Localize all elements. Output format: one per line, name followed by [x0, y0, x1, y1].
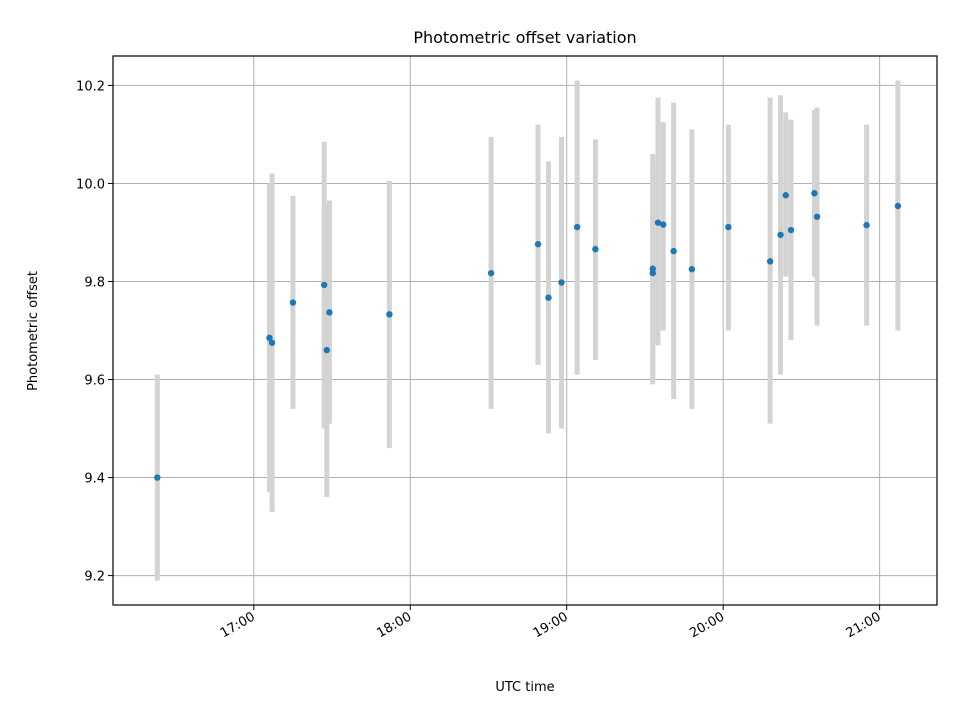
- data-point: [386, 311, 393, 318]
- data-point: [266, 334, 273, 342]
- data-point: [660, 221, 667, 228]
- chart-title: Photometric offset variation: [413, 28, 636, 47]
- data-point: [592, 245, 599, 253]
- y-tick-label: 9.4: [84, 472, 105, 487]
- data-point: [534, 241, 542, 248]
- data-point: [688, 266, 696, 273]
- data-point: [725, 223, 732, 231]
- grid: [113, 56, 937, 605]
- data-point: [321, 281, 328, 289]
- data-point: [649, 269, 656, 277]
- y-tick-label: 9.2: [84, 570, 105, 585]
- data-point: [787, 226, 795, 234]
- data-point: [649, 265, 656, 272]
- y-axis-label: Photometric offset: [26, 271, 41, 391]
- y-tick-label: 10.2: [76, 79, 105, 94]
- data-point: [573, 223, 581, 231]
- data-point: [154, 474, 161, 481]
- data-point: [782, 192, 789, 199]
- data-point: [289, 299, 297, 306]
- data-point: [654, 219, 662, 226]
- y-tick-label: 10.0: [76, 177, 105, 192]
- plot-area: [113, 56, 937, 605]
- data-point: [894, 202, 902, 210]
- data-point: [863, 221, 870, 229]
- plot-frame: [112, 55, 938, 606]
- data-point: [558, 279, 565, 286]
- data-point: [487, 269, 495, 277]
- data-points: [154, 190, 902, 481]
- data-point: [813, 213, 821, 220]
- y-axis-ticks: 9.2 9.4 9.6 9.8 10.0 10.2: [76, 79, 113, 585]
- y-tick-label: 9.8: [84, 275, 105, 290]
- data-point: [545, 294, 552, 301]
- data-point: [766, 258, 774, 265]
- data-point: [268, 339, 276, 346]
- data-point: [777, 231, 784, 239]
- data-point: [326, 309, 333, 316]
- y-tick-label: 9.6: [84, 374, 105, 389]
- data-point: [323, 346, 331, 354]
- data-point: [670, 247, 677, 255]
- data-point: [811, 190, 818, 197]
- x-axis-label: UTC time: [495, 680, 554, 695]
